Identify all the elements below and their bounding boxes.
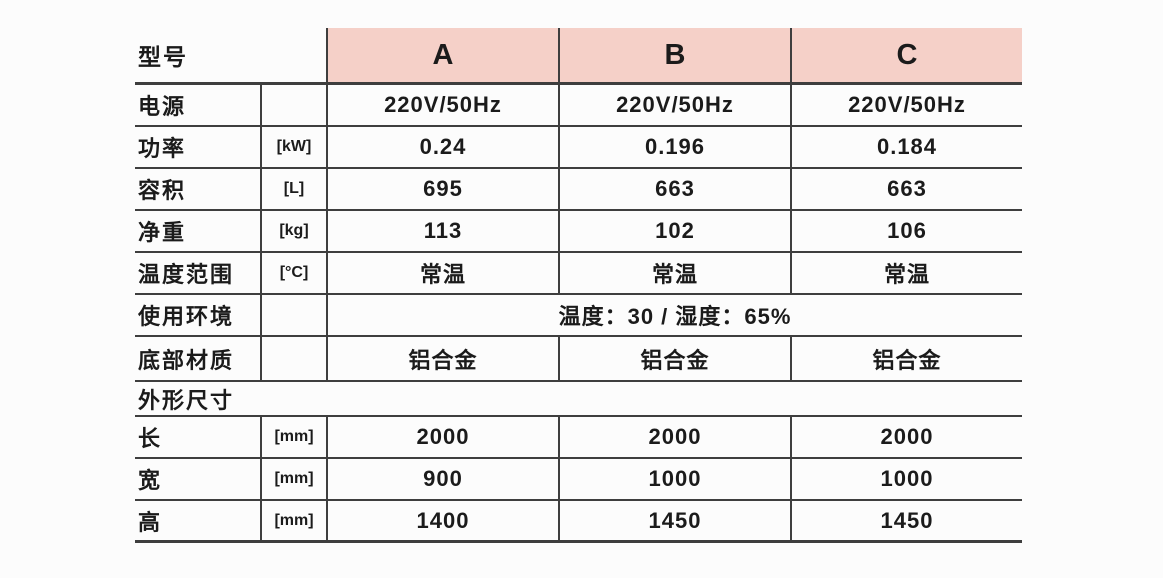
row-label: 容积: [138, 178, 187, 203]
row-net-weight: 净重 [kg] 113 102 106: [135, 211, 1022, 253]
row-volume: 容积 [L] 695 663 663: [135, 169, 1022, 211]
row-label: 宽: [138, 468, 163, 493]
value-b: 铝合金: [558, 337, 790, 380]
value-a: 2000: [326, 417, 558, 457]
column-header-b: B: [558, 28, 790, 82]
row-label: 使用环境: [138, 304, 235, 329]
header-unit-spacer: [260, 28, 326, 82]
value-c: 0.184: [790, 127, 1022, 167]
model-header-label: 型号: [138, 44, 188, 70]
value-c: 663: [790, 169, 1022, 209]
value-c: 220V/50Hz: [790, 85, 1022, 125]
row-unit: [260, 337, 326, 380]
row-height: 高 [mm] 1400 1450 1450: [135, 501, 1022, 543]
row-unit: [kg]: [260, 211, 326, 251]
value-b: 1000: [558, 459, 790, 499]
value-a: 113: [326, 211, 558, 251]
row-unit: [260, 85, 326, 125]
value-b: 常温: [558, 253, 790, 293]
value-c: 2000: [790, 417, 1022, 457]
value-b: 1450: [558, 501, 790, 540]
value-a: 1400: [326, 501, 558, 540]
row-unit: [mm]: [260, 459, 326, 499]
value-c: 1450: [790, 501, 1022, 540]
row-unit: [mm]: [260, 501, 326, 540]
value-a: 0.24: [326, 127, 558, 167]
value-a: 常温: [326, 253, 558, 293]
value-c: 铝合金: [790, 337, 1022, 380]
row-unit: [L]: [260, 169, 326, 209]
spec-table: 型号 A B C 电源 220V/50Hz 220V/50Hz 220V/50H…: [135, 28, 1022, 543]
row-unit: [260, 295, 326, 335]
row-label: 高: [138, 509, 163, 535]
row-unit: [kW]: [260, 127, 326, 167]
value-b: 0.196: [558, 127, 790, 167]
row-unit: [mm]: [260, 417, 326, 457]
header-row: 型号 A B C: [135, 28, 1022, 85]
value-b: 102: [558, 211, 790, 251]
value-a: 铝合金: [326, 337, 558, 380]
value-b: 220V/50Hz: [558, 85, 790, 125]
row-label: 电源: [138, 94, 187, 119]
row-unit: [°C]: [260, 253, 326, 293]
row-label: 功率: [138, 136, 187, 161]
column-header-a: A: [326, 28, 558, 82]
row-temperature-range: 温度范围 [°C] 常温 常温 常温: [135, 253, 1022, 295]
row-power-supply: 电源 220V/50Hz 220V/50Hz 220V/50Hz: [135, 85, 1022, 127]
row-power: 功率 [kW] 0.24 0.196 0.184: [135, 127, 1022, 169]
row-label: 温度范围: [138, 262, 235, 287]
section-label: 外形尺寸: [138, 387, 235, 413]
row-label: 底部材质: [138, 347, 235, 373]
column-header-c: C: [790, 28, 1022, 82]
value-a: 695: [326, 169, 558, 209]
row-label: 净重: [138, 220, 187, 245]
row-label: 长: [138, 426, 163, 451]
merged-environment-value: 温度：30 / 湿度：65%: [326, 295, 1022, 335]
value-a: 220V/50Hz: [326, 85, 558, 125]
row-length: 长 [mm] 2000 2000 2000: [135, 417, 1022, 459]
value-c: 常温: [790, 253, 1022, 293]
value-b: 663: [558, 169, 790, 209]
row-operating-environment: 使用环境 温度：30 / 湿度：65%: [135, 295, 1022, 337]
value-a: 900: [326, 459, 558, 499]
row-bottom-material: 底部材质 铝合金 铝合金 铝合金: [135, 337, 1022, 382]
row-dimensions-section: 外形尺寸: [135, 382, 1022, 417]
value-c: 1000: [790, 459, 1022, 499]
row-width: 宽 [mm] 900 1000 1000: [135, 459, 1022, 501]
value-b: 2000: [558, 417, 790, 457]
value-c: 106: [790, 211, 1022, 251]
